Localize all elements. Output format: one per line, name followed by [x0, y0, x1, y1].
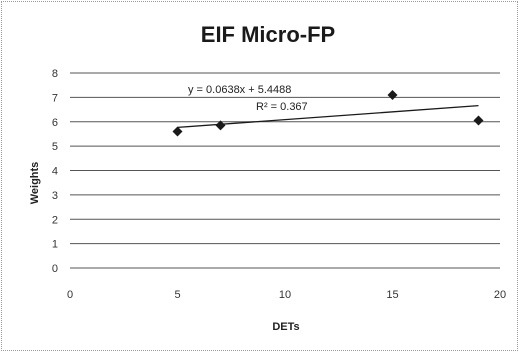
data-point-4: [473, 115, 484, 126]
chart-title: EIF Micro-FP: [201, 22, 335, 47]
x-tick-5: 5: [174, 289, 180, 301]
y-tick-7: 7: [52, 92, 58, 104]
y-tick-6: 6: [52, 117, 58, 129]
data-point-3: [387, 89, 398, 100]
y-tick-3: 3: [52, 190, 58, 202]
y-tick-0: 0: [52, 263, 58, 275]
data-point-1: [172, 126, 183, 137]
x-tick-15: 15: [386, 289, 398, 301]
x-tick-labels: 0 5 10 15 20: [67, 289, 506, 301]
trendline-r-squared: R² = 0.367: [256, 101, 308, 113]
y-tick-8: 8: [52, 68, 58, 80]
trendline: [177, 104, 479, 129]
x-tick-10: 10: [279, 289, 291, 301]
x-tick-20: 20: [494, 289, 506, 301]
y-axis-label: Weights: [29, 162, 41, 205]
y-tick-1: 1: [52, 239, 58, 251]
trendline-equation: y = 0.0638x + 5.4488: [188, 84, 291, 96]
y-tick-5: 5: [52, 141, 58, 153]
x-axis-label: DETs: [272, 321, 299, 333]
gridlines: [70, 72, 500, 269]
y-tick-2: 2: [52, 214, 58, 226]
data-points: [172, 89, 484, 137]
data-point-2: [215, 120, 226, 131]
y-tick-labels: 0 1 2 3 4 5 6 7 8: [52, 68, 58, 275]
y-tick-4: 4: [52, 166, 58, 178]
x-tick-0: 0: [67, 289, 73, 301]
trendline-group: [177, 104, 479, 129]
